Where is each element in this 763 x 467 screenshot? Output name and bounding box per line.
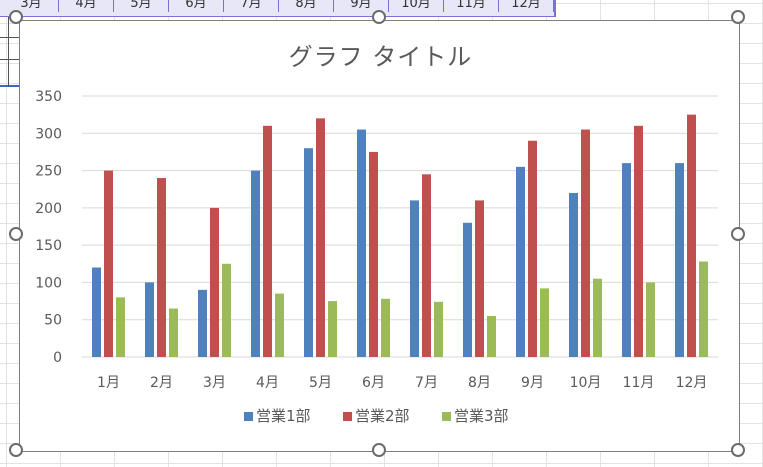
column-header-cell[interactable]: 3月 [4,0,59,12]
bar-chart: 0 50 100 150 200 250 300 350 1月 2月 3月 4月 5月 6月 7月 8月 9月 1… [35,89,718,425]
legend-label-2: 営業2部 [355,407,410,425]
bar-2 [157,178,166,357]
bar-1 [410,200,419,357]
resize-handle-top[interactable] [372,10,386,24]
bar-1 [463,222,472,357]
y-tick-label: 0 [53,350,62,366]
column-header-cell[interactable]: 4月 [59,0,114,12]
x-tick-label: 6月 [362,375,385,391]
column-header-cell[interactable]: 7月 [224,0,279,12]
x-tick-label: 5月 [309,375,332,391]
y-tick-label: 300 [35,126,62,142]
legend-swatch-3 [442,412,451,421]
bar-1 [675,163,684,357]
bar-1 [357,129,366,357]
bar-2 [369,151,378,357]
bar-2 [687,114,696,358]
column-header-strip: 3月 4月 5月 6月 7月 8月 9月 10月 11月 12月 [0,0,556,17]
column-header-cell[interactable]: 8月 [279,0,334,12]
x-tick-label: 8月 [468,375,491,391]
x-tick-label: 11月 [623,375,655,391]
bar-2 [634,125,643,357]
resize-handle-bottom[interactable] [372,443,386,457]
x-tick-label: 7月 [415,375,438,391]
bar-3 [646,282,655,357]
bar-1 [198,289,207,357]
bar-2 [422,174,431,357]
bar-3 [699,261,708,357]
cell-border [0,37,20,38]
bar-2 [263,125,272,357]
legend-label-3: 営業3部 [454,407,509,425]
bar-2 [316,118,325,357]
resize-handle-bottom-right[interactable] [731,443,745,457]
selected-range-fragment [0,17,20,87]
bar-1 [92,267,101,357]
bar-3 [222,263,231,357]
x-tick-label: 4月 [256,375,279,391]
bar-1 [251,170,260,357]
bar-3 [487,315,496,357]
x-tick-label: 10月 [570,375,602,391]
column-header-cell[interactable]: 11月 [444,0,499,12]
bar-1 [516,166,525,357]
bar-2 [475,200,484,357]
y-tick-label: 250 [35,164,62,180]
bar-3 [328,301,337,357]
bar-2 [104,170,113,357]
bar-2 [528,140,537,357]
chart-object[interactable]: グラフ タイトル 0 50 100 150 200 250 300 350 1月 2月 3月 4月 5月… [19,20,740,452]
bar-1 [569,192,578,357]
bar-3 [593,278,602,357]
legend-swatch-1 [244,412,253,421]
x-tick-label: 12月 [676,375,708,391]
bar-2 [581,129,590,357]
x-tick-label: 1月 [97,375,120,391]
bar-3 [275,293,284,357]
bar-2 [210,207,219,357]
bar-1 [145,282,154,357]
bar-3 [540,288,549,357]
resize-handle-top-left[interactable] [9,10,23,24]
y-tick-label: 200 [35,201,62,217]
y-tick-label: 100 [35,275,62,291]
chart-title[interactable]: グラフ タイトル [288,43,473,71]
legend-swatch-2 [343,412,352,421]
x-tick-label: 2月 [150,375,173,391]
column-header-cell[interactable]: 12月 [499,0,554,12]
column-header-cell[interactable]: 10月 [389,0,444,12]
bar-3 [169,308,178,357]
y-tick-label: 350 [35,89,62,105]
x-tick-label: 9月 [521,375,544,391]
column-header-cell[interactable]: 5月 [114,0,169,12]
resize-handle-right[interactable] [731,227,745,241]
resize-handle-bottom-left[interactable] [9,443,23,457]
bar-3 [434,301,443,357]
cell-border [0,59,20,60]
bar-1 [622,163,631,357]
y-tick-label: 50 [44,313,62,329]
column-header-cell[interactable]: 9月 [334,0,389,12]
x-tick-label: 3月 [203,375,226,391]
bar-3 [116,297,125,357]
column-header-cell[interactable]: 6月 [169,0,224,12]
bar-1 [304,148,313,357]
legend-label-1: 営業1部 [256,407,311,425]
resize-handle-left[interactable] [9,227,23,241]
y-tick-label: 150 [35,238,62,254]
resize-handle-top-right[interactable] [731,10,745,24]
cell-border [8,17,9,87]
bar-3 [381,298,390,357]
